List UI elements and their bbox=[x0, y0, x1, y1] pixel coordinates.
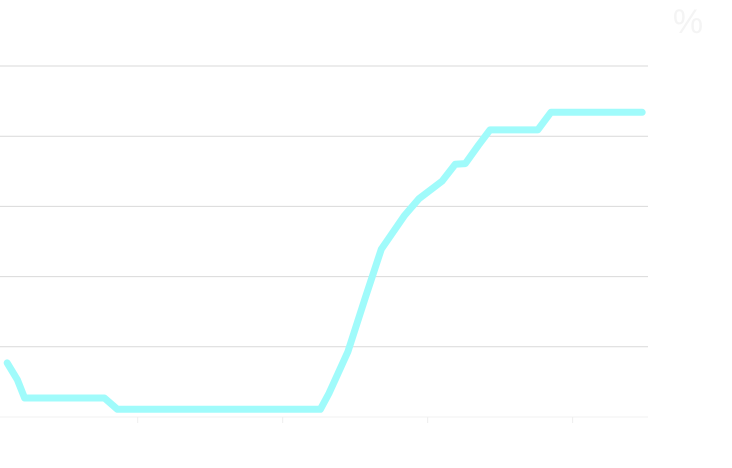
x-tick-label: 3 bbox=[424, 430, 431, 445]
x-tick-label: 1 bbox=[134, 430, 141, 445]
y-tick-label: 1 bbox=[684, 338, 691, 353]
unit-label: % bbox=[673, 3, 703, 41]
line-series bbox=[3, 108, 646, 413]
y-tick-label: 5 bbox=[684, 57, 691, 72]
y-tick-label: 3 bbox=[684, 198, 691, 213]
y-tick-label: 4 bbox=[684, 128, 691, 143]
y-tick-label: 2 bbox=[684, 268, 691, 283]
x-tick-label: 4 bbox=[569, 430, 576, 445]
x-tick-label: 2 bbox=[279, 430, 286, 445]
